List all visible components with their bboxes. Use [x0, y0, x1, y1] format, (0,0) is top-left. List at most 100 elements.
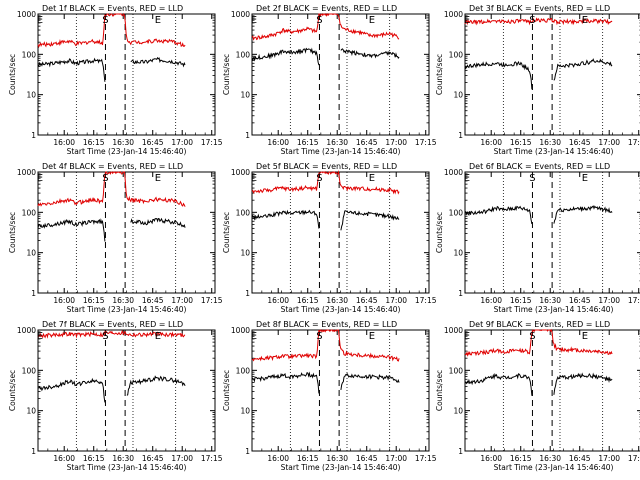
events-line [251, 47, 320, 66]
interval-marker: E [369, 331, 375, 342]
x-tick-label: 16:30 [112, 454, 134, 463]
plot-frame [37, 171, 216, 294]
events-line [553, 372, 613, 395]
chart-panel: Det 6f BLACK = Events, RED = LLD 1 10 100 10… [435, 162, 640, 314]
x-tick-label: 17:00 [598, 454, 620, 463]
events-line [126, 375, 186, 396]
events-line [37, 218, 106, 242]
x-tick-label: 16:00 [480, 138, 502, 147]
x-tick-label: 17:00 [385, 296, 407, 305]
chart-panel: Det 7f BLACK = Events, RED = LLD 1 10 100 10… [8, 320, 223, 472]
y-tick-label: 1000 [17, 326, 36, 335]
x-tick-label: 16:15 [83, 138, 105, 147]
x-axis-label: Start Time (23-Jan-14 15:46:40) [67, 147, 187, 156]
chart-title: Det 3f BLACK = Events, RED = LLD [469, 4, 610, 13]
y-tick-label: 1 [31, 131, 36, 140]
x-tick-label: 16:00 [267, 296, 289, 305]
y-tick-label: 10 [26, 249, 36, 258]
y-tick-label: 1000 [444, 326, 463, 335]
chart-title: Det 1f BLACK = Events, RED = LLD [42, 4, 183, 13]
interval-marker: E [155, 15, 161, 26]
interval-marker: E [582, 15, 588, 26]
x-tick-label: 17:15 [201, 454, 223, 463]
interval-marker: S [316, 331, 322, 342]
x-tick-label: 16:00 [53, 454, 75, 463]
interval-marker: S [316, 15, 322, 26]
chart-title: Det 2f BLACK = Events, RED = LLD [256, 4, 397, 13]
x-tick-label: 17:00 [385, 454, 407, 463]
y-axis-label: Counts/sec [222, 370, 231, 411]
x-tick-label: 16:45 [356, 296, 378, 305]
x-tick-label: 16:30 [326, 138, 348, 147]
events-line [464, 372, 533, 396]
x-tick-label: 16:00 [480, 296, 502, 305]
y-tick-label: 1000 [17, 168, 36, 177]
plot-frame [37, 329, 216, 452]
x-tick-label: 16:15 [510, 454, 532, 463]
x-tick-label: 16:00 [53, 138, 75, 147]
interval-marker: E [251, 15, 257, 26]
events-line [251, 209, 320, 229]
x-axis-label: Start Time (23-Jan-14 15:46:40) [281, 305, 401, 314]
y-axis-label: Counts/sec [435, 370, 444, 411]
y-axis-label: Counts/sec [8, 370, 17, 411]
x-tick-label: 17:00 [598, 296, 620, 305]
x-tick-label: 16:15 [297, 454, 319, 463]
x-axis-label: Start Time (23-Jan-14 15:46:40) [281, 463, 401, 472]
events-line [251, 371, 320, 394]
y-tick-label: 10 [240, 249, 250, 258]
interval-marker: E [155, 173, 161, 184]
lld-line [37, 12, 186, 49]
y-tick-label: 1000 [17, 10, 36, 19]
x-tick-label: 16:15 [297, 296, 319, 305]
y-axis-label: Counts/sec [435, 54, 444, 95]
x-tick-label: 17:00 [171, 454, 193, 463]
y-tick-label: 100 [22, 366, 37, 375]
x-tick-label: 16:30 [539, 454, 561, 463]
y-tick-label: 100 [449, 50, 464, 59]
y-axis-label: Counts/sec [8, 212, 17, 253]
interval-marker: E [582, 173, 588, 184]
y-tick-label: 1 [245, 289, 250, 298]
x-axis-label: Start Time (23-Jan-14 15:46:40) [494, 147, 614, 156]
chart-title: Det 5f BLACK = Events, RED = LLD [256, 162, 397, 171]
chart-panel: Det 3f BLACK = Events, RED = LLD 1 10 100 10… [435, 4, 640, 156]
chart-panel: Det 1f BLACK = Events, RED = LLD 1 10 100 10… [8, 4, 223, 156]
y-tick-label: 100 [22, 50, 37, 59]
interval-marker: S [316, 173, 322, 184]
interval-marker: S [102, 331, 108, 342]
x-tick-label: 16:30 [539, 296, 561, 305]
x-tick-label: 17:00 [385, 138, 407, 147]
interval-marker: E [251, 173, 257, 184]
interval-marker: E [582, 331, 588, 342]
interval-marker: E [464, 15, 470, 26]
x-tick-label: 16:45 [569, 454, 591, 463]
x-tick-label: 17:15 [415, 138, 437, 147]
x-tick-label: 16:00 [480, 454, 502, 463]
events-line [37, 57, 106, 82]
x-tick-label: 17:15 [628, 454, 640, 463]
events-line [553, 58, 613, 81]
x-tick-label: 16:45 [356, 138, 378, 147]
x-tick-label: 17:15 [628, 138, 640, 147]
x-tick-label: 16:00 [53, 296, 75, 305]
y-tick-label: 1 [458, 447, 463, 456]
chart-panel: Det 8f BLACK = Events, RED = LLD 1 10 100 10… [222, 320, 437, 472]
x-tick-label: 16:30 [112, 296, 134, 305]
chart-panel: Det 9f BLACK = Events, RED = LLD 1 10 100 10… [435, 320, 640, 472]
x-tick-label: 16:30 [326, 454, 348, 463]
x-tick-label: 16:45 [142, 138, 164, 147]
y-tick-label: 10 [26, 407, 36, 416]
lld-line [251, 13, 400, 41]
x-axis-label: Start Time (23-Jan-14 15:46:40) [281, 147, 401, 156]
x-tick-label: 16:45 [142, 454, 164, 463]
lld-line [464, 17, 613, 26]
x-axis-label: Start Time (23-Jan-14 15:46:40) [494, 463, 614, 472]
y-tick-label: 1 [458, 289, 463, 298]
y-tick-label: 1000 [231, 326, 250, 335]
chart-title: Det 9f BLACK = Events, RED = LLD [469, 320, 610, 329]
chart-title: Det 8f BLACK = Events, RED = LLD [256, 320, 397, 329]
events-line [130, 56, 186, 68]
y-tick-label: 1 [458, 131, 463, 140]
